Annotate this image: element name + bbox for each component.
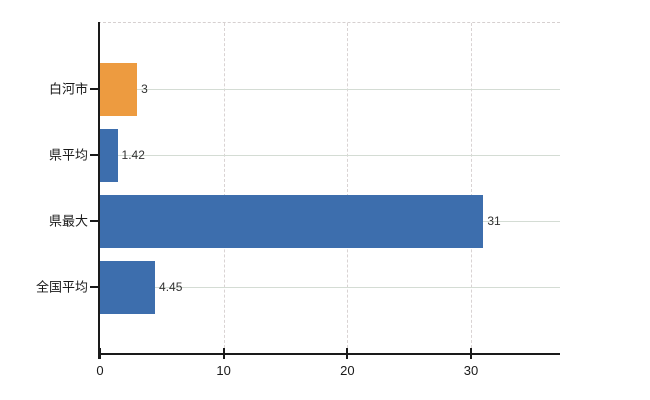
x-axis-tick [346, 348, 349, 359]
bar-全国平均 [100, 260, 156, 314]
plot-top-border [98, 22, 560, 23]
x-axis-tick [470, 348, 472, 359]
x-axis-tick [222, 348, 225, 359]
gridline-vertical [347, 23, 349, 353]
bar-県最大 [100, 194, 484, 248]
gridline-vertical [223, 23, 225, 353]
bar-value-label: 4.45 [159, 280, 183, 294]
y-axis-tick [90, 220, 98, 222]
x-axis [98, 353, 560, 355]
category-label: 全国平均 [35, 279, 88, 295]
bar-value-label: 31 [487, 214, 501, 228]
category-label: 白河市 [48, 81, 88, 97]
bar-value-label: 3 [141, 82, 148, 96]
bar-県平均 [100, 128, 118, 182]
gridline-vertical [471, 23, 472, 353]
x-axis-tick-label: 0 [96, 363, 104, 378]
y-axis-tick [90, 154, 98, 156]
bar-value-label: 1.42 [121, 148, 145, 162]
gridline-horizontal [100, 286, 560, 288]
y-axis-tick [90, 286, 98, 288]
x-axis-tick-label: 30 [463, 363, 479, 378]
x-axis-tick-label: 10 [216, 363, 231, 378]
gridline-horizontal [100, 88, 560, 90]
category-label: 県最大 [48, 213, 88, 229]
y-axis [98, 22, 100, 359]
gridline-horizontal [100, 154, 560, 156]
x-axis-tick [99, 348, 101, 359]
category-label: 県平均 [48, 147, 88, 163]
y-axis-tick [90, 88, 98, 90]
x-axis-tick-label: 20 [340, 363, 355, 378]
bar-白河市 [100, 62, 138, 116]
